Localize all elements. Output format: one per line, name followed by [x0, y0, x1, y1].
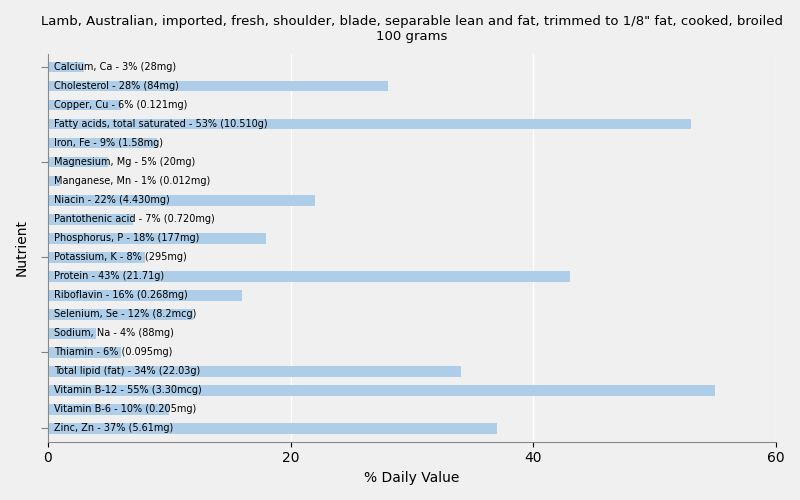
- X-axis label: % Daily Value: % Daily Value: [364, 471, 460, 485]
- Bar: [48, 347, 121, 358]
- Text: Potassium, K - 8% (295mg): Potassium, K - 8% (295mg): [54, 252, 186, 262]
- Text: Riboflavin - 16% (0.268mg): Riboflavin - 16% (0.268mg): [54, 290, 187, 300]
- Bar: [48, 290, 242, 300]
- Bar: [48, 309, 194, 320]
- Bar: [48, 328, 96, 338]
- Text: Pantothenic acid - 7% (0.720mg): Pantothenic acid - 7% (0.720mg): [54, 214, 214, 224]
- Text: Thiamin - 6% (0.095mg): Thiamin - 6% (0.095mg): [54, 348, 172, 358]
- Text: Zinc, Zn - 37% (5.61mg): Zinc, Zn - 37% (5.61mg): [54, 424, 173, 434]
- Text: Vitamin B-6 - 10% (0.205mg): Vitamin B-6 - 10% (0.205mg): [54, 404, 196, 414]
- Text: Niacin - 22% (4.430mg): Niacin - 22% (4.430mg): [54, 196, 170, 205]
- Bar: [48, 100, 121, 110]
- Bar: [48, 404, 169, 414]
- Bar: [48, 195, 315, 205]
- Text: Copper, Cu - 6% (0.121mg): Copper, Cu - 6% (0.121mg): [54, 100, 187, 110]
- Bar: [48, 176, 60, 186]
- Text: Manganese, Mn - 1% (0.012mg): Manganese, Mn - 1% (0.012mg): [54, 176, 210, 186]
- Text: Protein - 43% (21.71g): Protein - 43% (21.71g): [54, 272, 164, 281]
- Y-axis label: Nutrient: Nutrient: [15, 220, 29, 276]
- Text: Calcium, Ca - 3% (28mg): Calcium, Ca - 3% (28mg): [54, 62, 176, 72]
- Text: Cholesterol - 28% (84mg): Cholesterol - 28% (84mg): [54, 81, 178, 91]
- Bar: [48, 62, 84, 72]
- Bar: [48, 119, 691, 130]
- Text: Iron, Fe - 9% (1.58mg): Iron, Fe - 9% (1.58mg): [54, 138, 163, 148]
- Text: Selenium, Se - 12% (8.2mcg): Selenium, Se - 12% (8.2mcg): [54, 310, 196, 320]
- Text: Sodium, Na - 4% (88mg): Sodium, Na - 4% (88mg): [54, 328, 174, 338]
- Text: Phosphorus, P - 18% (177mg): Phosphorus, P - 18% (177mg): [54, 234, 199, 243]
- Bar: [48, 81, 388, 92]
- Bar: [48, 423, 497, 434]
- Title: Lamb, Australian, imported, fresh, shoulder, blade, separable lean and fat, trim: Lamb, Australian, imported, fresh, shoul…: [41, 15, 783, 43]
- Text: Total lipid (fat) - 34% (22.03g): Total lipid (fat) - 34% (22.03g): [54, 366, 200, 376]
- Bar: [48, 385, 715, 396]
- Text: Magnesium, Mg - 5% (20mg): Magnesium, Mg - 5% (20mg): [54, 158, 195, 168]
- Bar: [48, 157, 109, 168]
- Bar: [48, 214, 133, 224]
- Bar: [48, 252, 145, 262]
- Bar: [48, 271, 570, 281]
- Text: Fatty acids, total saturated - 53% (10.510g): Fatty acids, total saturated - 53% (10.5…: [54, 119, 267, 129]
- Bar: [48, 233, 266, 243]
- Bar: [48, 366, 461, 376]
- Bar: [48, 138, 157, 148]
- Text: Vitamin B-12 - 55% (3.30mcg): Vitamin B-12 - 55% (3.30mcg): [54, 386, 202, 396]
